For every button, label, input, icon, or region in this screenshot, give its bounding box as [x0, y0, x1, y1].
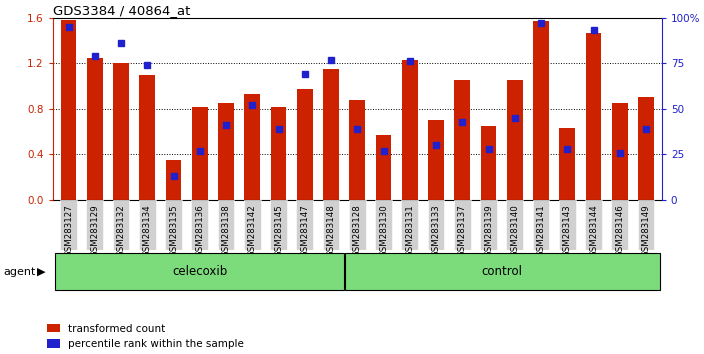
Bar [165, 160, 182, 200]
Text: GSM283140: GSM283140 [510, 204, 520, 257]
Text: GSM283131: GSM283131 [406, 204, 414, 257]
Bar [270, 200, 287, 250]
Bar [297, 90, 313, 200]
Bar [296, 200, 313, 250]
Bar [401, 200, 418, 250]
Text: ▶: ▶ [37, 267, 45, 277]
Bar [559, 200, 576, 250]
Text: GSM283147: GSM283147 [301, 204, 309, 257]
Bar [507, 80, 522, 200]
Text: GSM283143: GSM283143 [562, 204, 572, 257]
Text: GSM283132: GSM283132 [117, 204, 125, 257]
Bar [349, 100, 365, 200]
Bar [60, 200, 77, 250]
Bar [586, 33, 601, 200]
Text: GDS3384 / 40864_at: GDS3384 / 40864_at [53, 4, 190, 17]
Bar [481, 126, 496, 200]
Text: GSM283134: GSM283134 [143, 204, 152, 257]
Bar [244, 94, 260, 200]
Text: GSM283141: GSM283141 [536, 204, 546, 257]
Bar [244, 200, 260, 250]
Text: GSM283145: GSM283145 [274, 204, 283, 257]
Text: GSM283146: GSM283146 [615, 204, 624, 257]
Text: GSM283137: GSM283137 [458, 204, 467, 257]
Bar [612, 103, 628, 200]
Bar [61, 20, 77, 200]
Bar [270, 107, 287, 200]
Text: GSM283148: GSM283148 [327, 204, 336, 257]
Bar [322, 200, 339, 250]
Bar [165, 200, 182, 250]
Bar [638, 97, 654, 200]
Text: GSM283127: GSM283127 [64, 204, 73, 257]
Text: GSM283128: GSM283128 [353, 204, 362, 257]
Bar [191, 200, 208, 250]
Text: GSM283149: GSM283149 [641, 204, 650, 257]
Bar [428, 120, 444, 200]
Text: GSM283135: GSM283135 [169, 204, 178, 257]
Text: agent: agent [4, 267, 36, 277]
Text: GSM283133: GSM283133 [432, 204, 441, 257]
Bar [533, 21, 549, 200]
Text: GSM283138: GSM283138 [222, 204, 230, 257]
Text: GSM283129: GSM283129 [90, 204, 99, 257]
Bar [113, 200, 130, 250]
Bar [192, 107, 208, 200]
Text: GSM283144: GSM283144 [589, 204, 598, 257]
Text: GSM283142: GSM283142 [248, 204, 257, 257]
Bar [55, 253, 344, 290]
Bar [113, 63, 129, 200]
Bar [139, 75, 155, 200]
Text: GSM283139: GSM283139 [484, 204, 493, 257]
Bar [611, 200, 628, 250]
Bar [560, 128, 575, 200]
Text: GSM283130: GSM283130 [379, 204, 388, 257]
Bar [480, 200, 497, 250]
Bar [375, 200, 392, 250]
Text: celecoxib: celecoxib [172, 265, 227, 278]
Bar [139, 200, 156, 250]
Bar [349, 200, 365, 250]
Text: control: control [481, 265, 522, 278]
Bar [585, 200, 602, 250]
Bar [218, 200, 234, 250]
Text: GSM283136: GSM283136 [195, 204, 204, 257]
Bar [427, 200, 444, 250]
Bar [345, 253, 660, 290]
Bar [87, 58, 103, 200]
Bar [402, 60, 417, 200]
Bar [533, 200, 549, 250]
Bar [454, 200, 471, 250]
Bar [454, 80, 470, 200]
Bar [218, 103, 234, 200]
Bar [323, 69, 339, 200]
Bar [638, 200, 655, 250]
Bar [87, 200, 103, 250]
Bar [506, 200, 523, 250]
Legend: transformed count, percentile rank within the sample: transformed count, percentile rank withi… [47, 324, 244, 349]
Bar [376, 135, 391, 200]
